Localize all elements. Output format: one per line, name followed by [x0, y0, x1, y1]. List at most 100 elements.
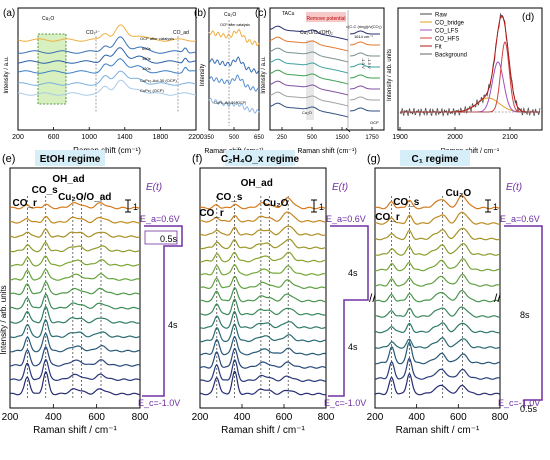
panel-c-remove-label: Remove potential [307, 16, 346, 22]
spectrum-line [374, 373, 501, 396]
bottom-ylabel: Intensity / arb. units [0, 285, 8, 354]
tick-label: 350 [204, 135, 215, 141]
spectrum-line [199, 359, 327, 383]
spectrum-line [374, 306, 500, 318]
panel-c-ocp-label: OCP [370, 120, 379, 125]
spectrum-line [9, 371, 141, 396]
spectrum-line [374, 227, 501, 241]
spectrum-line [199, 264, 327, 276]
panel-c-xlabel: Raman shift (cm⁻¹) [297, 148, 356, 155]
panel-b-letter: (b) [194, 8, 206, 19]
spectrum-line [374, 258, 500, 272]
cathodic-potential: E_c=-1.0V [498, 398, 540, 408]
tick-label: 400 [234, 412, 251, 423]
panel-a-spectrum [17, 58, 197, 74]
panel-c-spectrum-high [349, 74, 380, 79]
tick-label: 1000 [81, 134, 97, 141]
panel-b-spectrum [208, 74, 260, 92]
anodic-potential: E_a=0.6V [500, 214, 540, 224]
panel-a-letter: (a) [3, 8, 15, 19]
spectrum-line [199, 323, 327, 343]
tick-label: 400 [45, 412, 62, 423]
panel-a-spectrum [17, 36, 197, 54]
panel-b-ylabel: Intensity [200, 64, 206, 86]
panel-c-cuoh-label: Cu₂O/Cu(OH)₂ [300, 30, 333, 36]
spectrum-line [9, 332, 141, 353]
panel-d-ylabel: Intensity / arb. units [387, 49, 393, 101]
panel-c-minus1: -1.0 V [361, 58, 366, 69]
legend-entry: Fit [435, 45, 442, 51]
peak-label: CO_r [199, 208, 224, 219]
spectrum-line [199, 225, 327, 236]
panel-b-spectrum [208, 97, 260, 114]
tick-label: 200 [2, 412, 19, 423]
panel-d-xlabel: Raman shift / cm⁻¹ [441, 148, 500, 155]
spectrum-line [199, 238, 327, 250]
spectrum-line [9, 281, 141, 296]
regime-title-bg [35, 150, 105, 166]
panel-g: (g) C₁ regime 200 400 600 800 Raman shift / cm… [367, 150, 543, 436]
tick-label: 400 [408, 412, 425, 423]
scale-bar-label: 1 [493, 202, 498, 212]
duration-box [144, 230, 178, 245]
regime-title: C₁ regime [412, 154, 459, 165]
potential-waveform [504, 225, 543, 408]
panel-c-spectrum-high [349, 30, 380, 35]
panel-c-spectrum [269, 91, 349, 107]
scale-bar-label: 1 [319, 202, 324, 212]
panel-b-ticks: 350 500 650 [204, 127, 265, 141]
panel-c-spectrum-high [349, 41, 380, 46]
panel-f: (f) C₂H₄O_x regime 200 400 600 800 Raman shift… [192, 150, 369, 436]
spectrum-line [9, 255, 140, 267]
tick-label: 800 [318, 412, 335, 423]
tick-label: 500 [229, 135, 240, 141]
spectrum-line [9, 293, 141, 310]
tick-label: 600 [450, 412, 467, 423]
panel-c-spectrum [269, 58, 349, 74]
panel-c-ylabel: Intensity / a.u. [261, 56, 267, 94]
peak-label: Cu₂O [263, 198, 289, 209]
peak-label: OH_ad [241, 178, 273, 189]
panel-d-letter: (d) [522, 12, 534, 23]
anodic-potential: E_a=0.6V [140, 214, 180, 224]
panel-a-label-120s: 120s [142, 66, 151, 71]
tick-label: 200 [12, 134, 24, 141]
legend-entry: Background [435, 53, 467, 59]
spectrum-line [199, 197, 327, 210]
spectrum-line [9, 318, 141, 339]
panel-b-cu2o-label: Cu₂O [224, 12, 236, 18]
potential-waveform [328, 225, 369, 397]
duration-label: 4s [348, 268, 358, 278]
spectrum-line [199, 347, 327, 369]
tick-label: 600 [276, 412, 293, 423]
panel-a-spectrum [17, 24, 197, 42]
panel-c-letter: (c) [255, 8, 267, 19]
tick-label: 1500 [335, 135, 349, 141]
panel-a: (a) Intensity / a.u. Raman shift (cm⁻¹) … [3, 7, 204, 155]
peak-label: Cu₂O/O_ad [58, 192, 111, 203]
tick-label: 200 [192, 412, 209, 423]
panel-a-spectrum [17, 70, 197, 86]
tick-label: 200 [367, 412, 384, 423]
panel-a-label-act: CuPc₂-Act-30 (OCP) [140, 78, 177, 83]
spectrum-line [199, 287, 326, 303]
panel-b-spectra [208, 28, 260, 114]
potential-label: E(t) [506, 182, 522, 193]
panel-d-fits [399, 12, 541, 118]
tick-label: 800 [132, 412, 149, 423]
panel-a-label-ocp: OCP after catalysis [140, 36, 174, 41]
spectrum-line [199, 335, 327, 356]
peak-label: Cu₂O [446, 188, 472, 199]
potential-waveform [142, 225, 183, 397]
panel-d-ticks: 1900 2000 2100 [392, 127, 518, 141]
panel-b-spectrum [208, 56, 260, 74]
tick-label: 500 [307, 135, 318, 141]
spectrum-line [374, 242, 501, 256]
potential-label: E(t) [332, 182, 348, 193]
spectrum-line [374, 290, 501, 303]
spectrum-line [375, 211, 500, 225]
panel-a-spectrum [17, 47, 197, 64]
x-axis-label: Raman shift / cm⁻¹ [33, 425, 117, 436]
panel-a-cu2o-box [37, 33, 67, 105]
panel-c-spectrum-high [349, 52, 380, 57]
